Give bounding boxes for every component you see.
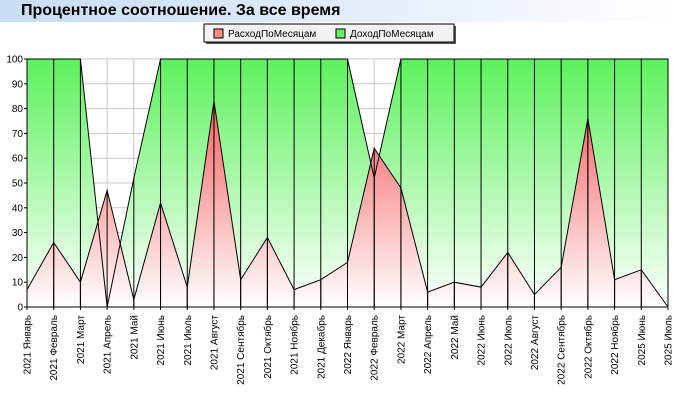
y-tick-label: 90 (12, 79, 24, 90)
x-tick-label: 2021 Март (76, 315, 87, 364)
y-tick-label: 60 (12, 154, 24, 165)
chart-title: Процентное соотношение. За все время (21, 2, 341, 19)
x-tick-label: 2022 Июнь (477, 315, 488, 365)
x-tick-label: 2022 Март (396, 315, 407, 364)
x-tick-label: 2021 Декабрь (315, 315, 327, 379)
x-tick-label: 2021 Ноябрь (289, 315, 301, 375)
y-tick-label: 70 (12, 129, 24, 140)
x-tick-label: 2022 Июль (503, 315, 514, 366)
x-tick-label: 2022 Сентябрь (556, 315, 568, 385)
legend-swatch (213, 28, 224, 39)
y-tick-label: 80 (12, 104, 24, 115)
x-tick-label: 2022 Май (450, 315, 461, 360)
x-tick-label: 2025 Июнь (637, 315, 648, 365)
y-tick-label: 20 (12, 253, 24, 264)
series-line-expense (26, 101, 669, 308)
x-tick-label: 2022 Февраль (370, 315, 381, 381)
legend-label: РасходПоМесяцам (228, 29, 316, 40)
legend-box (203, 23, 455, 43)
y-tick-label: 30 (12, 228, 24, 239)
y-tick-label: 100 (6, 55, 23, 66)
y-tick-label: 50 (12, 179, 24, 190)
y-tick-label: 40 (12, 203, 24, 214)
x-tick-label: 2021 Февраль (49, 315, 60, 381)
chart-title-bar: Процентное соотношение. За все время (0, 0, 674, 22)
x-tick-label: 2021 Январь (23, 315, 34, 374)
y-tick-label: 0 (17, 303, 23, 314)
x-tick-label: 2021 Август (209, 315, 220, 371)
x-tick-label: 2022 Октябрь (582, 315, 594, 379)
legend: РасходПоМесяцам ДоходПоМесяцам (203, 23, 456, 44)
x-tick-label: 2022 Ноябрь (609, 315, 621, 375)
x-tick-label: 2025 Июль (664, 315, 674, 366)
x-tick-label: 2021 Май (129, 315, 140, 360)
series-areas (26, 58, 669, 308)
x-tick-label: 2022 Апрель (423, 315, 434, 374)
legend-swatch (335, 28, 346, 39)
x-tick-label: 2021 Июль (183, 315, 194, 366)
x-tick-label: 2021 Апрель (103, 315, 114, 374)
legend-label: ДоходПоМесяцам (350, 29, 434, 40)
x-tick-label: 2022 Январь (343, 315, 354, 374)
x-tick-label: 2022 Август (530, 315, 541, 371)
x-tick-label: 2021 Октябрь (262, 315, 274, 379)
axes: 0 10 20 30 40 50 60 70 80 90 100 2021 Январь 2021 Фе… (6, 55, 674, 385)
x-tick-label: 2021 Июнь (156, 315, 167, 365)
x-tick-label: 2021 Сентябрь (235, 315, 247, 385)
y-tick-label: 10 (12, 278, 24, 289)
